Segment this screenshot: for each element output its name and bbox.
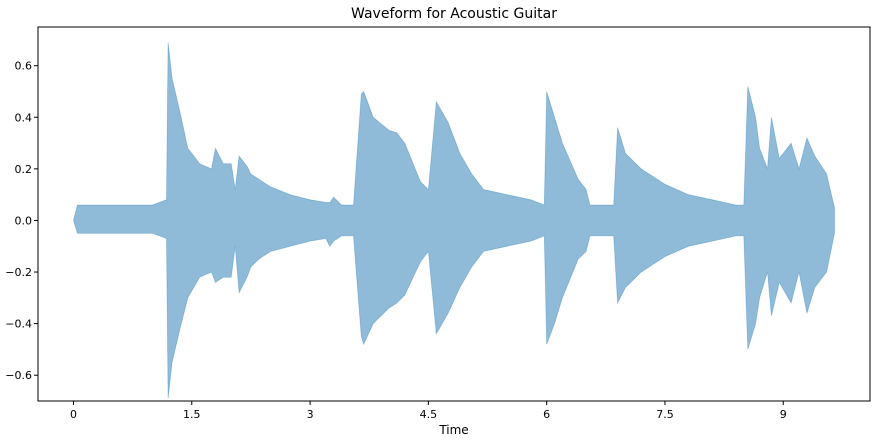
x-tick-label: 6 [543, 408, 550, 421]
y-tick-label: −0.6 [5, 369, 32, 382]
waveform-envelope [73, 42, 835, 399]
x-tick-label: 4.5 [420, 408, 438, 421]
axes-frame [37, 26, 871, 402]
x-tick-label: 9 [780, 408, 787, 421]
x-tick-label: 0 [70, 408, 77, 421]
x-tick-label: 1.5 [183, 408, 201, 421]
y-tick-label: −0.4 [5, 318, 32, 331]
x-axis-label: Time [438, 423, 468, 437]
y-tick-label: 0.4 [15, 111, 33, 124]
y-tick-label: 0.2 [15, 163, 33, 176]
x-tick-label: 7.5 [656, 408, 674, 421]
y-tick-label: −0.2 [5, 266, 32, 279]
plot-area [73, 42, 835, 399]
y-tick-label: 0.0 [15, 214, 33, 227]
axes: 0 1.5 3 4.5 6 7.5 9 −0.6 −0.4 −0.2 0.0 0.2 0.4 0.6 [5, 26, 871, 421]
chart-title: Waveform for Acoustic Guitar [351, 6, 557, 22]
x-tick-label: 3 [307, 408, 314, 421]
y-tick-label: 0.6 [15, 60, 33, 73]
